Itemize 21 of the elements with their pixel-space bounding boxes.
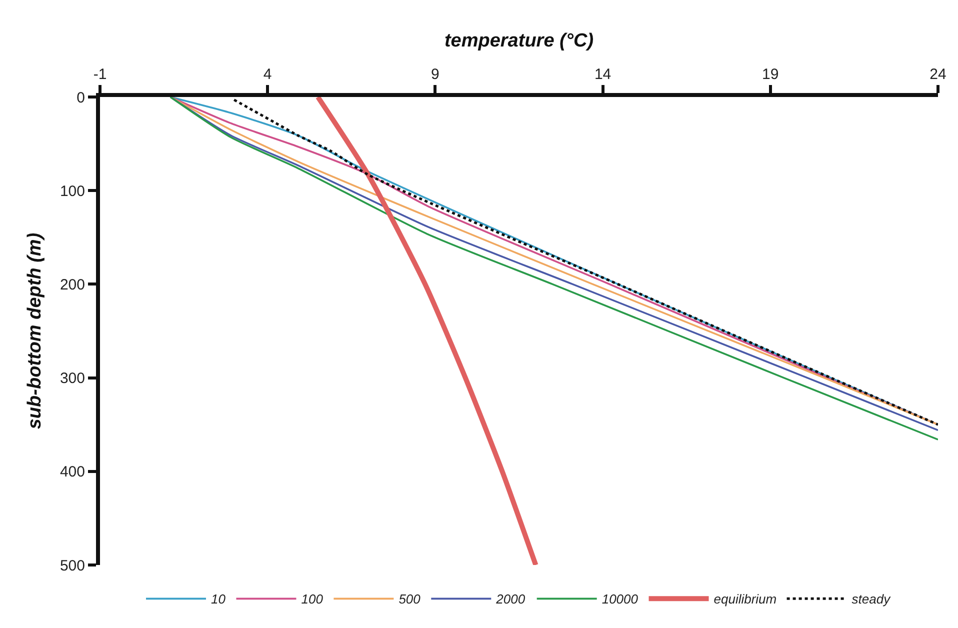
y-tick-label: 300: [60, 370, 85, 388]
x-tick-label: 24: [930, 66, 946, 83]
legend-label: 500: [398, 592, 422, 607]
y-tick-label: 500: [60, 557, 85, 574]
x-tick-label: 19: [762, 66, 779, 83]
x-tick-label: 9: [431, 66, 440, 83]
legend-label: 2000: [495, 592, 526, 607]
x-tick-label: -1: [93, 66, 107, 83]
legend-label: 10: [211, 592, 226, 607]
y-tick-label: 200: [60, 276, 85, 294]
x-tick-label: 14: [594, 66, 612, 83]
legend-label: steady: [852, 592, 892, 607]
legend-label: equilibrium: [714, 592, 777, 607]
x-tick-label: 4: [263, 66, 272, 83]
y-axis-title: sub-bottom depth (m): [24, 232, 46, 430]
legend-label: 10000: [602, 592, 639, 607]
x-axis-title: temperature (°C): [444, 30, 594, 52]
y-tick-label: 400: [60, 464, 85, 481]
legend-label: 100: [301, 592, 324, 607]
y-tick-label: 0: [76, 89, 85, 106]
y-tick-label: 100: [60, 182, 85, 200]
